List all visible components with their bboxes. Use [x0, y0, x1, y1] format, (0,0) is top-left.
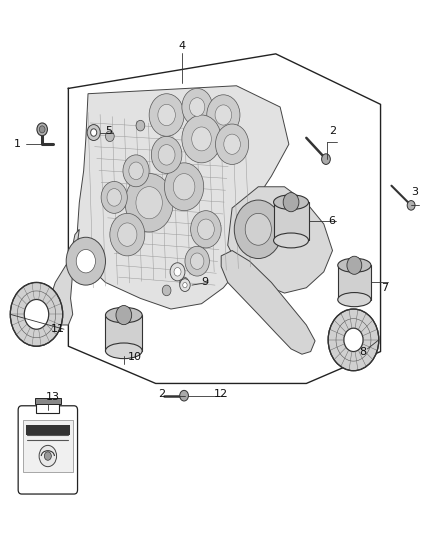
- Circle shape: [110, 213, 145, 256]
- Circle shape: [87, 125, 100, 141]
- Circle shape: [215, 105, 232, 125]
- Circle shape: [151, 136, 182, 173]
- Text: 7: 7: [381, 283, 389, 293]
- Text: 12: 12: [214, 389, 228, 399]
- Circle shape: [407, 200, 415, 210]
- Text: 10: 10: [128, 352, 142, 362]
- Circle shape: [192, 127, 212, 151]
- Circle shape: [37, 123, 47, 136]
- Circle shape: [91, 129, 97, 136]
- Ellipse shape: [106, 308, 142, 323]
- Circle shape: [182, 115, 221, 163]
- Text: 6: 6: [328, 216, 335, 227]
- Circle shape: [39, 446, 57, 467]
- Circle shape: [39, 126, 45, 133]
- Text: 13: 13: [46, 392, 60, 402]
- Circle shape: [118, 223, 137, 246]
- Circle shape: [107, 189, 121, 206]
- Text: 11: 11: [51, 324, 65, 334]
- Circle shape: [183, 282, 187, 288]
- Circle shape: [191, 211, 221, 248]
- Circle shape: [101, 181, 127, 213]
- Circle shape: [66, 237, 106, 285]
- Circle shape: [149, 94, 184, 136]
- Circle shape: [215, 124, 249, 165]
- Circle shape: [106, 131, 114, 142]
- Circle shape: [185, 246, 209, 276]
- Circle shape: [123, 155, 149, 187]
- FancyBboxPatch shape: [23, 419, 73, 472]
- Text: 2: 2: [158, 389, 165, 399]
- Circle shape: [328, 309, 379, 370]
- Bar: [36, 402, 59, 413]
- Bar: [274, 202, 308, 240]
- Circle shape: [180, 277, 188, 288]
- Text: 3: 3: [411, 187, 418, 197]
- Circle shape: [129, 162, 143, 180]
- Circle shape: [207, 95, 240, 135]
- Circle shape: [198, 219, 214, 239]
- Circle shape: [44, 452, 51, 461]
- Ellipse shape: [274, 233, 308, 248]
- Ellipse shape: [338, 293, 371, 306]
- Circle shape: [158, 104, 175, 126]
- Circle shape: [158, 144, 175, 165]
- Circle shape: [164, 163, 204, 211]
- Circle shape: [182, 88, 212, 126]
- Polygon shape: [48, 229, 79, 325]
- Text: 2: 2: [329, 126, 336, 136]
- Circle shape: [245, 213, 272, 245]
- Circle shape: [174, 268, 181, 276]
- Circle shape: [344, 328, 363, 352]
- Polygon shape: [221, 251, 315, 354]
- Ellipse shape: [274, 195, 308, 209]
- Bar: [35, 398, 61, 403]
- Circle shape: [170, 263, 185, 281]
- Text: 4: 4: [178, 41, 185, 51]
- Circle shape: [234, 200, 283, 259]
- Circle shape: [321, 154, 330, 165]
- Bar: [26, 425, 70, 435]
- Circle shape: [173, 174, 195, 200]
- Circle shape: [190, 98, 205, 116]
- Circle shape: [24, 300, 49, 329]
- Ellipse shape: [338, 258, 371, 272]
- Text: 5: 5: [106, 126, 113, 136]
- Text: 8: 8: [360, 346, 367, 357]
- Circle shape: [11, 282, 63, 346]
- Circle shape: [162, 285, 171, 296]
- Circle shape: [136, 187, 162, 219]
- Circle shape: [125, 173, 173, 232]
- Text: 1: 1: [14, 139, 21, 149]
- Text: 9: 9: [201, 278, 208, 287]
- Circle shape: [224, 134, 240, 155]
- FancyBboxPatch shape: [18, 406, 78, 494]
- Circle shape: [180, 390, 188, 401]
- Circle shape: [347, 256, 362, 274]
- Ellipse shape: [106, 343, 142, 359]
- Bar: [338, 265, 371, 300]
- Polygon shape: [77, 86, 289, 309]
- Circle shape: [283, 192, 299, 212]
- Circle shape: [180, 279, 190, 292]
- Polygon shape: [228, 187, 332, 293]
- Circle shape: [191, 253, 204, 269]
- Circle shape: [116, 305, 132, 325]
- Circle shape: [76, 249, 95, 273]
- Circle shape: [136, 120, 145, 131]
- Bar: [106, 315, 142, 351]
